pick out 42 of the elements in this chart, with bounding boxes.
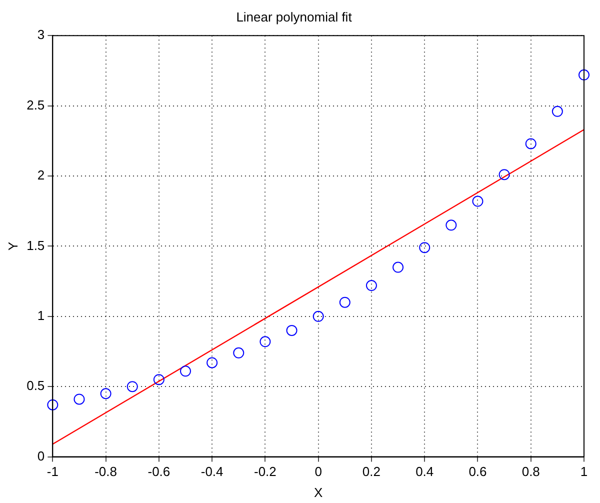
x-tick-label: 0.6 (468, 464, 487, 480)
point (419, 242, 430, 254)
y-tick-label: 0.5 (26, 378, 45, 394)
y-tick-label: 1.5 (26, 238, 45, 253)
point (392, 262, 404, 273)
x-tick-label: 0.4 (416, 464, 434, 480)
point (233, 347, 244, 358)
y-tick-label: 2 (37, 168, 45, 183)
point (552, 106, 563, 117)
point (47, 399, 58, 410)
y-tick-label: 1 (37, 308, 45, 323)
point (472, 196, 484, 207)
x-tick-label: -0.8 (94, 464, 118, 480)
point (260, 336, 271, 348)
point (153, 374, 164, 386)
x-tick-label: -1 (46, 464, 58, 480)
y-axis-title: Y (5, 242, 20, 251)
x-tick-label: 0.8 (522, 464, 540, 480)
point (126, 381, 138, 392)
x-tick-label: 0 (314, 464, 322, 480)
point (100, 388, 112, 400)
point (578, 69, 590, 80)
point (206, 357, 218, 368)
y-tick-label: 2.5 (26, 97, 45, 112)
point (180, 366, 192, 377)
chart-title: Linear polynomial fit (236, 9, 352, 24)
point (339, 296, 350, 308)
point (498, 169, 510, 180)
point (525, 138, 536, 150)
point (446, 220, 457, 231)
x-tick-label: 1 (580, 464, 588, 480)
point (366, 280, 377, 292)
point (312, 310, 324, 322)
x-tick-label: -0.4 (200, 464, 224, 480)
x-tick-label: -0.6 (148, 464, 170, 480)
point (286, 324, 298, 336)
x-tick-label: 0.2 (362, 464, 381, 480)
y-tick-label: 0 (37, 448, 45, 464)
y-tick-label: 3 (37, 27, 45, 42)
x-tick-label: -0.2 (254, 464, 276, 480)
point (74, 394, 85, 405)
x-axis-title: X (314, 484, 323, 500)
